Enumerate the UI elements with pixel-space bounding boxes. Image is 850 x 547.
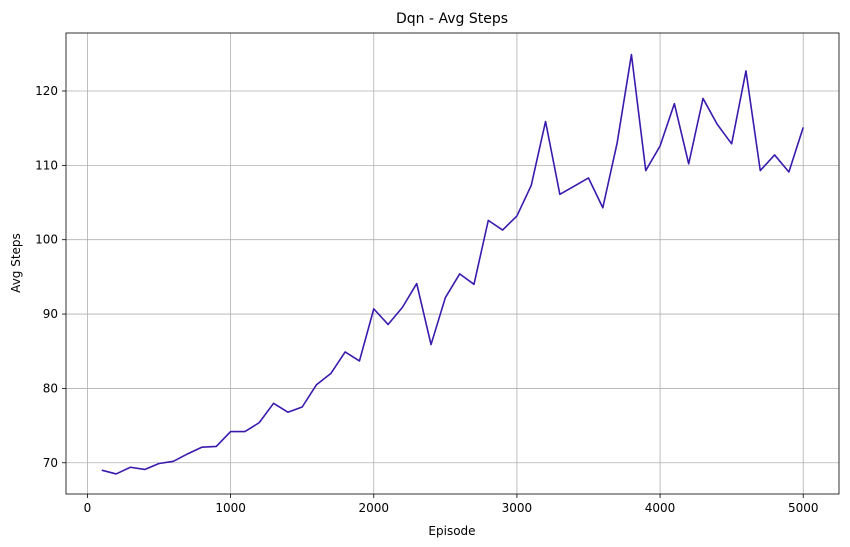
y-tick-label: 100 [35,233,58,247]
series-layer [101,53,804,475]
x-axis-label: Episode [428,524,475,538]
y-tick-label: 90 [43,307,58,321]
axis-ticks: 0 1000 2000 3000 4000 5000 70 80 90 100 110 120 [35,84,818,515]
x-tick-label: 4000 [645,501,676,515]
y-tick-label: 80 [43,381,58,395]
plot-frame [65,32,840,495]
y-tick-label: 120 [35,84,58,98]
grid [66,33,839,494]
series-line [101,53,804,475]
y-tick-label: 70 [43,456,58,470]
x-tick-label: 5000 [788,501,819,515]
x-tick-label: 0 [84,501,92,515]
y-axis-label: Avg Steps [9,233,23,293]
chart-title: Dqn - Avg Steps [396,11,508,27]
x-tick-label: 2000 [358,501,389,515]
x-tick-label: 1000 [215,501,246,515]
y-tick-label: 110 [35,158,58,172]
x-tick-label: 3000 [502,501,533,515]
